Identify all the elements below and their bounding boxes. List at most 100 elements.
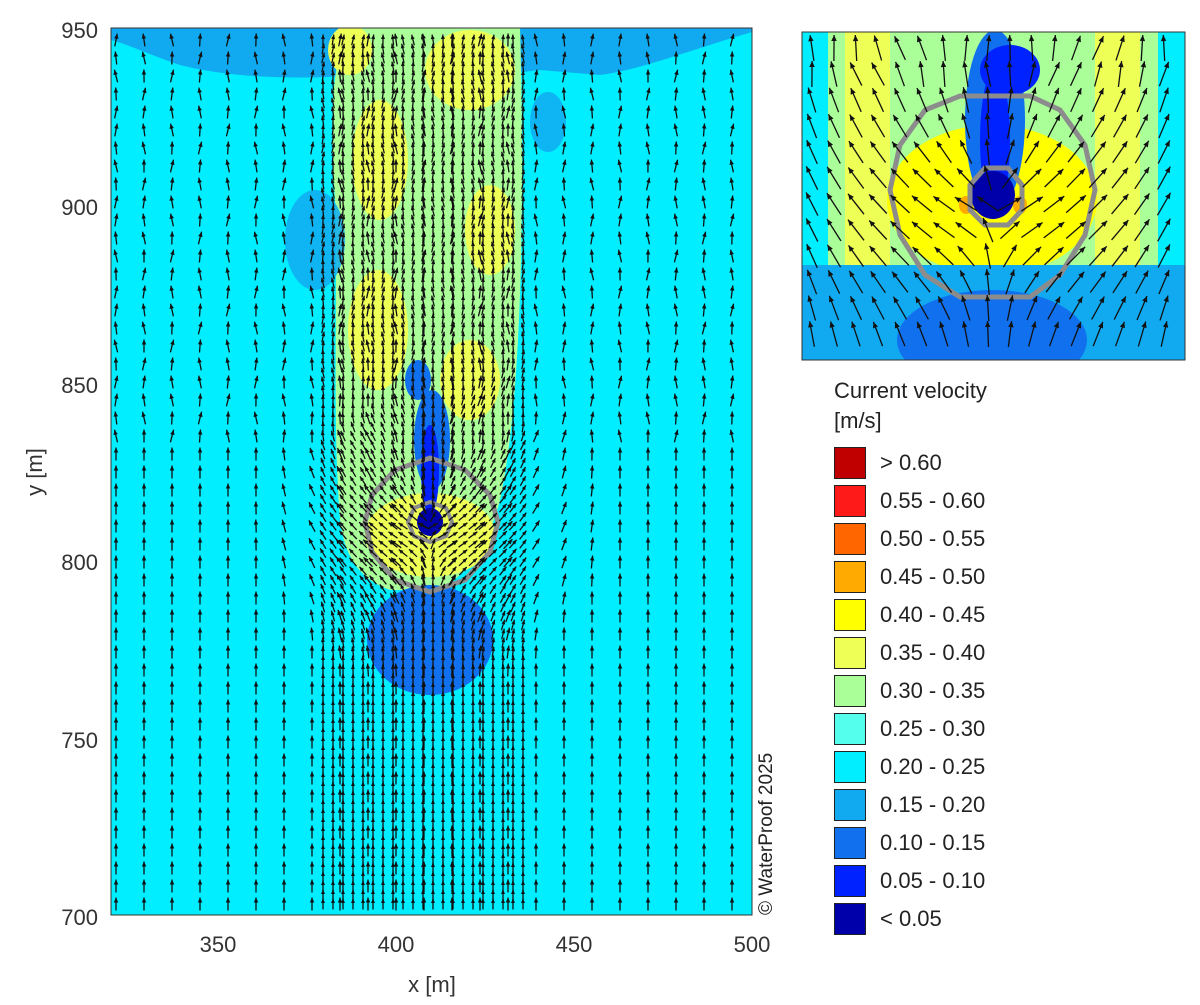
velocity-arrowhead — [471, 142, 476, 148]
velocity-arrowhead — [197, 159, 203, 165]
velocity-arrowhead — [380, 331, 385, 337]
velocity-arrowhead — [341, 214, 346, 220]
velocity-arrowhead — [309, 789, 315, 795]
velocity-arrowhead — [340, 286, 345, 292]
velocity-arrowhead — [360, 169, 365, 175]
velocity-arrowhead — [390, 584, 395, 590]
velocity-arrowhead — [431, 250, 436, 256]
velocity-arrowhead — [673, 825, 679, 831]
velocity-arrowhead — [521, 503, 527, 509]
velocity-arrowhead — [350, 178, 355, 184]
velocity-arrowhead — [511, 385, 516, 391]
velocity-arrowhead — [450, 97, 455, 103]
velocity-arrowhead — [511, 169, 516, 175]
velocity-arrowhead — [507, 557, 513, 563]
velocity-arrowhead — [460, 70, 465, 76]
velocity-arrowhead — [471, 115, 476, 121]
velocity-arrowhead — [281, 573, 286, 579]
upstream-slow-zone — [367, 585, 493, 695]
velocity-arrowhead — [411, 178, 416, 184]
velocity-arrowhead — [390, 124, 395, 130]
velocity-arrowhead — [440, 385, 445, 391]
velocity-arrowhead — [379, 575, 384, 581]
velocity-arrowhead — [197, 825, 203, 831]
velocity-arrowhead — [337, 285, 343, 291]
velocity-arrowhead — [561, 645, 567, 651]
velocity-arrowhead — [701, 609, 707, 615]
velocity-arrowhead — [393, 825, 399, 831]
velocity-arrowhead — [254, 357, 259, 363]
velocity-arrowhead — [617, 339, 622, 346]
velocity-arrowhead — [450, 169, 455, 175]
velocity-arrowhead — [282, 267, 287, 273]
velocity-arrowhead — [393, 663, 399, 669]
velocity-arrowhead — [339, 557, 344, 563]
wake-right-slow-patch — [530, 92, 566, 152]
velocity-arrowhead — [309, 825, 315, 831]
velocity-arrowhead — [337, 411, 343, 417]
velocity-arrowhead — [198, 411, 203, 418]
velocity-arrowhead — [701, 735, 707, 741]
velocity-arrowhead — [673, 123, 678, 129]
velocity-arrowhead — [330, 169, 335, 175]
velocity-arrowhead — [365, 249, 370, 256]
velocity-arrowhead — [410, 124, 415, 130]
velocity-arrowhead — [393, 735, 399, 741]
velocity-arrowhead — [490, 52, 495, 58]
velocity-arrowhead — [320, 277, 325, 283]
velocity-arrowhead — [471, 52, 476, 58]
velocity-arrowhead — [360, 178, 365, 184]
velocity-arrowhead — [506, 87, 511, 93]
velocity-arrowhead — [645, 879, 651, 885]
velocity-arrowhead — [309, 663, 315, 669]
velocity-arrowhead — [521, 286, 526, 292]
velocity-arrowhead — [431, 52, 436, 58]
velocity-arrowhead — [521, 259, 526, 265]
velocity-arrowhead — [369, 558, 374, 563]
velocity-arrowhead — [482, 549, 488, 554]
velocity-arrowhead — [411, 160, 416, 166]
velocity-arrowhead — [400, 124, 405, 130]
velocity-arrowhead — [341, 241, 346, 247]
velocity-arrowhead — [561, 87, 567, 93]
velocity-arrowhead — [430, 106, 435, 112]
velocity-arrowhead — [501, 358, 506, 364]
velocity-arrowhead — [673, 231, 679, 237]
velocity-arrowhead — [431, 331, 436, 337]
velocity-arrowhead — [481, 602, 486, 607]
velocity-arrowhead — [510, 52, 515, 58]
velocity-arrowhead — [561, 609, 567, 615]
velocity-arrowhead — [673, 717, 679, 723]
velocity-arrowhead — [521, 358, 526, 364]
velocity-arrowhead — [450, 376, 455, 382]
velocity-arrowhead — [381, 286, 386, 292]
velocity-arrowhead — [366, 105, 371, 111]
velocity-arrowhead — [363, 557, 369, 563]
velocity-arrowhead — [673, 285, 678, 291]
velocity-arrowhead — [366, 123, 371, 129]
velocity-arrowhead — [431, 610, 436, 616]
velocity-arrowhead — [729, 321, 735, 327]
velocity-arrowhead — [320, 476, 325, 481]
velocity-arrowhead — [461, 584, 466, 590]
velocity-arrowhead — [114, 33, 119, 39]
velocity-arrowhead — [366, 303, 371, 309]
velocity-arrowhead — [349, 566, 354, 572]
velocity-arrowhead — [460, 160, 465, 166]
velocity-arrowhead — [452, 549, 458, 554]
velocity-arrowhead — [361, 223, 366, 229]
velocity-arrowhead — [113, 645, 119, 651]
velocity-arrowhead — [491, 385, 496, 391]
velocity-arrowhead — [440, 205, 445, 211]
velocity-arrowhead — [589, 87, 594, 94]
velocity-arrowhead — [341, 403, 346, 409]
velocity-arrowhead — [141, 591, 147, 597]
velocity-arrowhead — [365, 393, 371, 399]
velocity-arrowhead — [561, 267, 567, 273]
velocity-arrowhead — [480, 70, 485, 76]
velocity-arrowhead — [141, 501, 147, 507]
velocity-arrowhead — [533, 843, 539, 849]
velocity-arrowhead — [320, 115, 325, 121]
velocity-arrowhead — [617, 429, 622, 436]
velocity-arrowhead — [337, 681, 343, 687]
